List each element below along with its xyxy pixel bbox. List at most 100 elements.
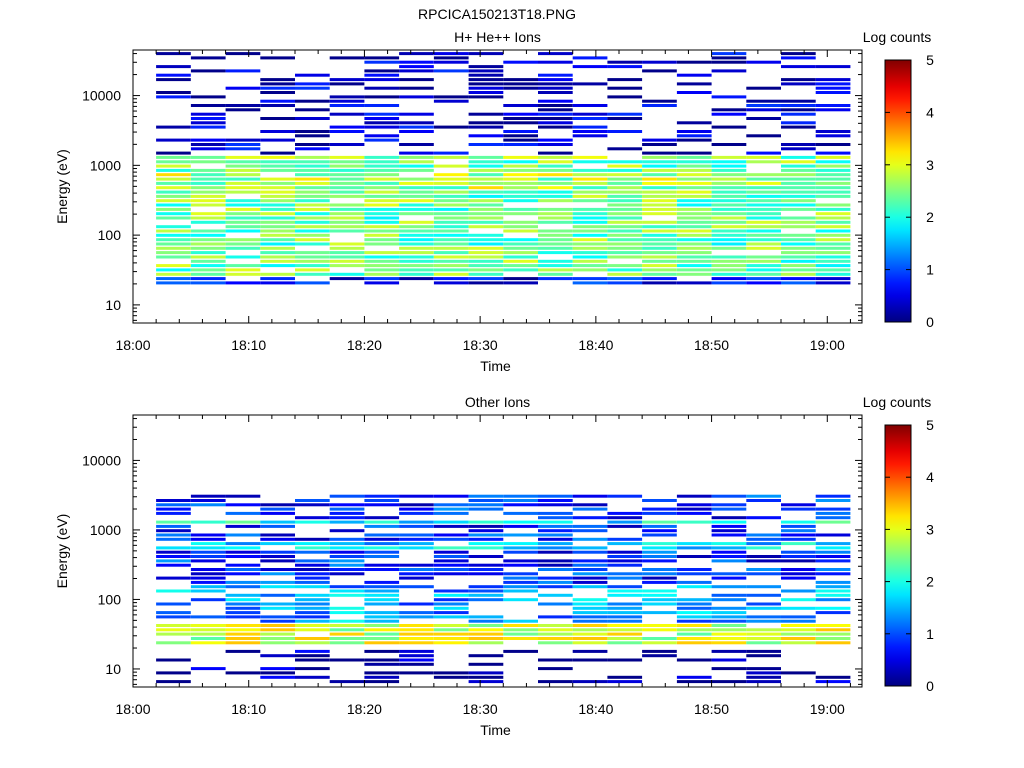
heatmap-cell <box>815 611 851 615</box>
heatmap-cell <box>329 537 365 541</box>
heatmap-cell <box>399 78 434 82</box>
heatmap-cell <box>711 212 747 216</box>
heatmap-cell <box>295 624 330 627</box>
heatmap-cell <box>260 99 295 103</box>
heatmap-cell <box>190 624 226 627</box>
heatmap-cell <box>711 507 747 511</box>
heatmap-cell <box>711 680 747 684</box>
heatmap-cell <box>711 585 747 589</box>
heatmap-cell <box>329 78 365 82</box>
heatmap-cell <box>364 86 400 90</box>
heatmap-cell <box>468 585 504 589</box>
heatmap-cell <box>399 233 434 237</box>
heatmap-cell <box>468 125 504 129</box>
heatmap-cell <box>607 555 643 558</box>
heatmap-cell <box>711 268 747 272</box>
heatmap-cell <box>572 238 608 242</box>
heatmap-cell <box>642 173 677 177</box>
heatmap-cell <box>503 220 538 224</box>
heatmap-cell <box>642 507 677 511</box>
heatmap-cell <box>468 143 504 146</box>
heatmap-cell <box>295 177 330 181</box>
heatmap-cell <box>781 168 816 172</box>
heatmap-cell <box>260 671 295 675</box>
heatmap-cell <box>260 281 295 285</box>
heatmap-cell <box>607 168 643 172</box>
heatmap-cell <box>260 199 295 203</box>
heatmap-cell <box>364 628 400 632</box>
heatmap-cell <box>781 542 816 546</box>
heatmap-cell <box>364 212 400 216</box>
heatmap-cell <box>676 186 712 190</box>
heatmap-cell <box>676 272 712 276</box>
heatmap-cell <box>364 680 400 684</box>
heatmap-cell <box>815 65 851 69</box>
heatmap-cell <box>329 555 365 558</box>
heatmap-cell <box>364 662 400 666</box>
heatmap-cell <box>815 572 851 576</box>
heatmap-cell <box>399 585 434 589</box>
heatmap-cell <box>503 168 538 172</box>
heatmap-cell <box>190 615 226 619</box>
heatmap-cell <box>572 268 608 272</box>
heatmap-cell <box>260 242 295 246</box>
heatmap-cell <box>676 134 712 138</box>
heatmap-cell <box>364 233 400 237</box>
heatmap-cell <box>295 190 330 194</box>
heatmap-cell <box>468 537 504 541</box>
heatmap-cell <box>607 164 643 168</box>
heatmap-cell <box>572 529 608 533</box>
heatmap-cell <box>676 641 712 645</box>
heatmap-cell <box>329 173 365 177</box>
heatmap-cell <box>642 164 677 168</box>
heatmap-cell <box>572 619 608 623</box>
heatmap-cell <box>190 667 226 671</box>
heatmap-cell <box>329 177 365 181</box>
heatmap-cell <box>815 520 851 524</box>
heatmap-cell <box>260 585 295 589</box>
heatmap-cell <box>815 507 851 511</box>
heatmap-cell <box>225 108 261 112</box>
heatmap-cell <box>572 507 608 511</box>
heatmap-cell <box>225 615 261 619</box>
heatmap-cell <box>260 155 295 159</box>
heatmap-cell <box>329 212 365 216</box>
heatmap-cell <box>399 662 434 666</box>
heatmap-cell <box>607 550 643 554</box>
heatmap-cell <box>711 598 747 602</box>
heatmap-cell <box>503 624 538 627</box>
heatmap-cell <box>642 194 677 198</box>
heatmap-cell <box>642 511 677 515</box>
heatmap-cell <box>399 511 434 515</box>
heatmap-cell <box>607 624 643 627</box>
heatmap-cell <box>711 242 747 246</box>
heatmap-cell <box>329 95 365 99</box>
heatmap-cell <box>225 632 261 636</box>
heatmap-cell <box>676 207 712 211</box>
heatmap-cell <box>781 507 816 511</box>
heatmap-cell <box>815 173 851 177</box>
heatmap-cell <box>190 199 226 203</box>
heatmap-cell <box>190 598 226 602</box>
heatmap-cell <box>607 264 643 268</box>
heatmap-cell <box>781 164 816 168</box>
heatmap-cell <box>781 173 816 177</box>
heatmap-cell <box>711 173 747 177</box>
heatmap-cell <box>815 268 851 272</box>
heatmap-cell <box>190 104 226 107</box>
heatmap-cell <box>468 264 504 268</box>
heatmap-cell <box>711 524 747 528</box>
heatmap-cell <box>538 568 573 571</box>
heatmap-cell <box>399 637 434 640</box>
heatmap-cell <box>156 615 191 619</box>
heatmap-cell <box>538 151 573 155</box>
heatmap-cell <box>329 619 365 623</box>
heatmap-cell <box>433 494 469 498</box>
heatmap-cell <box>711 572 747 576</box>
heatmap-cell <box>711 69 747 73</box>
heatmap-cell <box>676 675 712 679</box>
heatmap-cell <box>364 186 400 190</box>
heatmap-cell <box>433 628 469 632</box>
heatmap-cell <box>642 238 677 242</box>
heatmap-cell <box>364 138 400 142</box>
